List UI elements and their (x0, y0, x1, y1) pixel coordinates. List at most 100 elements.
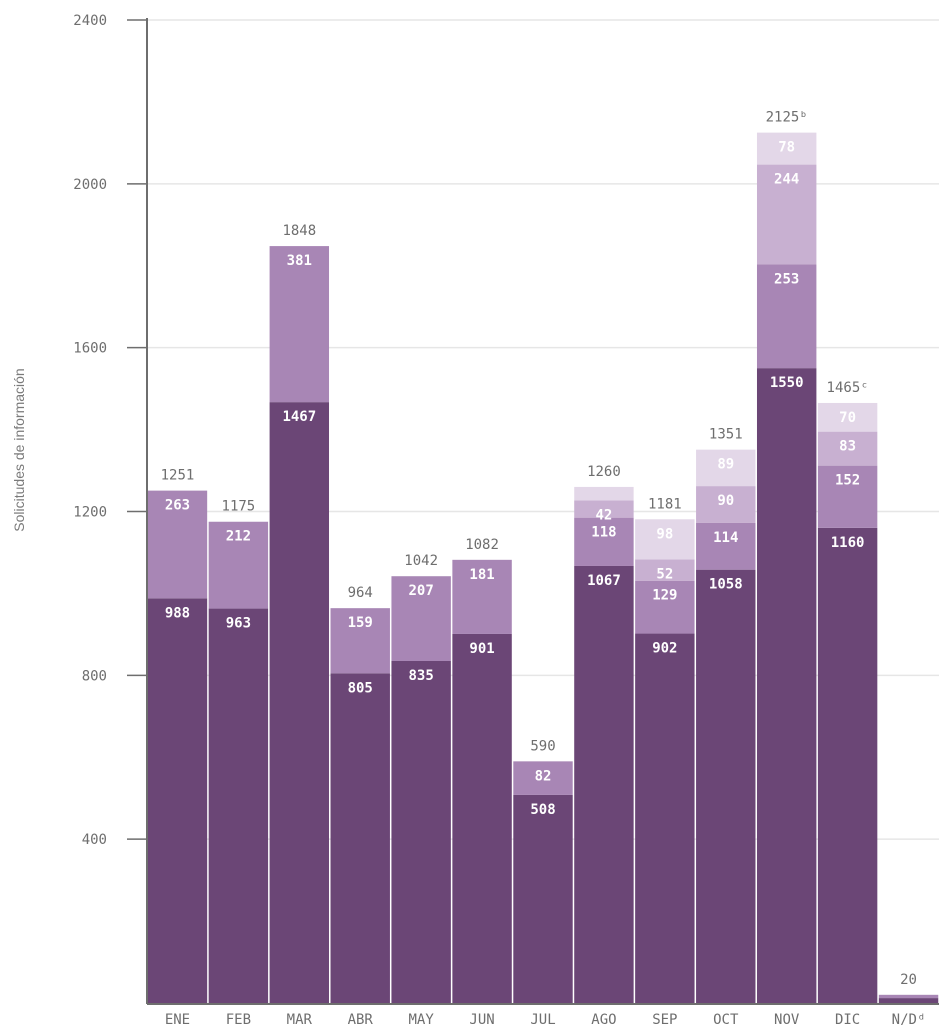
bar-segment (574, 500, 634, 518)
segment-label: 805 (348, 680, 373, 696)
segment-label: 508 (530, 802, 555, 818)
bar-segment (635, 633, 695, 1003)
bar-segment (756, 368, 817, 1003)
bars (147, 132, 939, 1003)
segment-label: 901 (469, 641, 494, 657)
y-axis-title: Solicitudes de información (11, 368, 27, 531)
bar-segment (817, 431, 878, 466)
bar-segment (635, 559, 695, 581)
bar-segment (756, 132, 817, 165)
segment-label: 83 (839, 439, 856, 455)
segment-label: 207 (409, 583, 434, 599)
bar-segment (147, 598, 208, 1003)
x-tick-label: MAY (409, 1012, 435, 1025)
bar-total-label: 1082 (465, 537, 499, 553)
segment-label: 244 (774, 172, 799, 188)
bar-segment (817, 402, 878, 432)
bar-segment (391, 576, 451, 661)
x-tick-label: OCT (713, 1012, 739, 1025)
segment-label: 1160 (831, 535, 865, 551)
bar-segment (878, 994, 939, 999)
bar-segment (513, 794, 573, 1003)
segment-label: 1467 (282, 409, 316, 425)
bar-segment (208, 608, 269, 1003)
labels: 400 800 1200 1600 2000 2400 988 263 1251 ENE 963 21… (73, 13, 926, 1028)
segment-label: 129 (652, 588, 677, 604)
y-tick-label: 1600 (73, 341, 107, 357)
x-tick-label: MAR (287, 1012, 313, 1025)
segment-label: 181 (469, 567, 494, 583)
segment-label: 90 (717, 493, 734, 509)
bar-segment (878, 998, 939, 1003)
bar-segment (696, 449, 756, 487)
bar-segment (269, 246, 330, 403)
segment-label: 82 (535, 768, 552, 784)
x-tick-label: ENE (165, 1012, 190, 1025)
axes (127, 18, 939, 1005)
bar-segment (817, 465, 878, 528)
bar-total-label: 1042 (404, 553, 438, 569)
y-tick-label: 800 (82, 668, 107, 684)
x-tick-label: JUL (530, 1012, 555, 1025)
bar-total-label: 2125ᵇ (766, 110, 808, 126)
bar-total-label: 590 (530, 738, 555, 754)
bar-total-label: 1848 (282, 223, 316, 239)
segment-label: 152 (835, 473, 860, 489)
y-tick-label: 1200 (73, 505, 107, 521)
segment-label: 263 (165, 498, 190, 514)
segment-label: 52 (656, 566, 673, 582)
segment-label: 78 (778, 140, 795, 156)
y-tick-label: 2000 (73, 177, 107, 193)
segment-label: 159 (348, 615, 373, 631)
segment-label: 963 (226, 616, 251, 632)
bar-segment (330, 608, 390, 674)
bar-segment (330, 673, 390, 1003)
y-tick-label: 400 (82, 832, 107, 848)
segment-label: 835 (409, 668, 434, 684)
bar-segment (756, 164, 817, 265)
segment-label: 253 (774, 272, 799, 288)
y-tick-label: 2400 (73, 13, 107, 29)
bar-segment (574, 565, 634, 1003)
x-tick-label: N/Dᵈ (892, 1012, 926, 1025)
bar-total-label: 1175 (222, 499, 256, 515)
x-tick-label: AGO (591, 1012, 616, 1025)
x-tick-label: ABR (348, 1012, 374, 1025)
bar-total-label: 1351 (709, 427, 743, 443)
bar-segment (696, 569, 756, 1003)
bar-segment (147, 490, 208, 599)
x-tick-label: FEB (226, 1012, 251, 1025)
segment-label: 1550 (770, 375, 804, 391)
x-tick-label: SEP (652, 1012, 677, 1025)
segment-label: 42 (595, 507, 612, 523)
bar-total-label: 20 (900, 972, 917, 988)
bar-segment (696, 486, 756, 523)
segment-label: 381 (287, 253, 312, 269)
bar-total-label: 1251 (161, 468, 195, 484)
segment-label: 212 (226, 529, 251, 545)
bar-segment (574, 517, 634, 566)
bar-segment (574, 486, 634, 501)
bar-segment (391, 660, 451, 1003)
segment-label: 118 (591, 525, 616, 541)
bar-segment (635, 580, 695, 634)
bar-segment (452, 559, 512, 634)
segment-label: 70 (839, 410, 856, 426)
bar-segment (452, 633, 512, 1003)
segment-label: 114 (713, 530, 738, 546)
segment-label: 1067 (587, 573, 621, 589)
bar-total-label: 1465ᶜ (827, 380, 869, 396)
bar-segment (817, 527, 878, 1003)
bar-total-label: 964 (348, 585, 373, 601)
bar-total-label: 1260 (587, 464, 621, 480)
bar-segment (635, 519, 695, 560)
segment-label: 902 (652, 641, 677, 657)
bar-segment (696, 522, 756, 570)
x-tick-label: DIC (835, 1012, 860, 1025)
x-tick-label: NOV (774, 1012, 800, 1025)
bar-segment (269, 402, 330, 1003)
segment-label: 1058 (709, 577, 743, 593)
bar-segment (208, 521, 269, 609)
